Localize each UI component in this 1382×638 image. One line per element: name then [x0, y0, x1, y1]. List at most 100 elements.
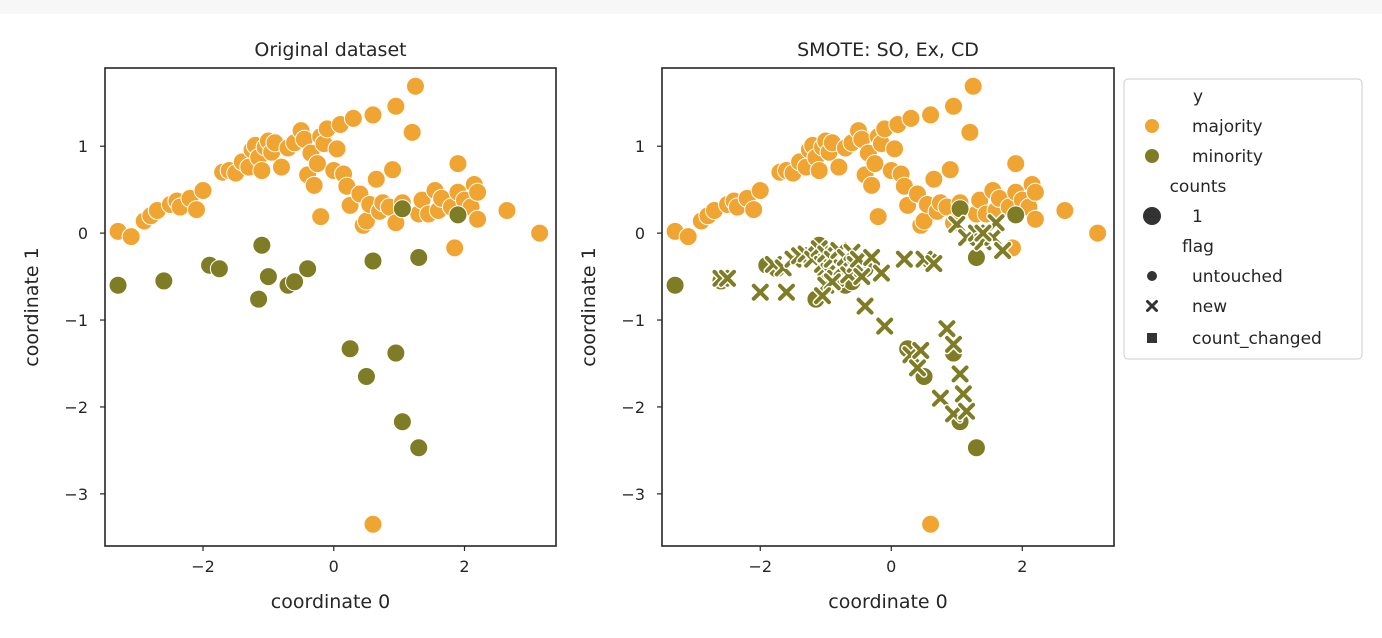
point-majority [944, 96, 964, 116]
point-minority-new [717, 268, 738, 289]
point-minority-new [894, 249, 915, 270]
point-majority [960, 122, 980, 142]
point-majority [193, 181, 213, 201]
legend-item: untouched [1147, 267, 1283, 287]
legend-box [1123, 78, 1363, 360]
x-tick-label: 2 [1017, 557, 1027, 576]
point-majority [1055, 201, 1075, 221]
window-top-strip [0, 0, 1382, 14]
data-points [665, 76, 1108, 534]
x-tick-label: −2 [748, 557, 772, 576]
point-majority [1025, 182, 1045, 202]
point-majority [363, 514, 383, 534]
point-minority [950, 199, 970, 219]
point-minority [392, 412, 412, 432]
point-minority-new [943, 334, 964, 355]
legend-marker [1147, 271, 1157, 281]
chart-title: Original dataset [254, 39, 406, 61]
point-majority [383, 160, 403, 180]
point-minority-new [923, 253, 944, 274]
point-majority [921, 105, 941, 125]
point-majority [497, 201, 517, 221]
point-minority [285, 272, 305, 292]
y-tick-label: −2 [621, 398, 645, 417]
point-minority-new [812, 285, 833, 306]
y-tick-label: −1 [621, 311, 645, 330]
subplot-2: SMOTE: SO, Ex, CD −2 0 2 1 0 −1 −2 −3 coordinate … [578, 39, 1115, 613]
x-tick-label: 2 [459, 557, 469, 576]
y-tick-label: −3 [64, 485, 88, 504]
point-majority [530, 223, 550, 243]
point-minority [298, 259, 318, 279]
point-majority [271, 157, 291, 177]
point-minority-new [851, 266, 872, 287]
point-majority [744, 200, 764, 220]
point-majority [885, 139, 905, 159]
point-minority-new [874, 316, 895, 337]
point-majority [405, 76, 425, 96]
point-majority [121, 227, 141, 247]
point-majority [940, 160, 960, 180]
point-majority [468, 209, 488, 229]
point-minority-new [776, 282, 797, 303]
point-majority [252, 161, 272, 181]
point-majority [924, 169, 944, 189]
y-tick-label: 1 [78, 137, 88, 156]
point-minority [966, 438, 986, 458]
point-majority [963, 76, 983, 96]
point-majority [1025, 209, 1045, 229]
legend-label: majority [1192, 117, 1263, 137]
point-minority [665, 275, 685, 295]
point-minority [249, 289, 269, 309]
point-majority [304, 175, 324, 195]
point-minority-new [992, 240, 1013, 261]
legend-header: counts [1170, 177, 1227, 197]
point-majority [445, 238, 465, 258]
point-minority [258, 267, 278, 287]
legend-label: count_changed [1192, 329, 1322, 349]
point-majority [1088, 223, 1108, 243]
x-tick-label: 0 [886, 557, 896, 576]
y-tick-label: 0 [78, 224, 88, 243]
point-minority-new [855, 296, 876, 317]
legend-label: minority [1192, 147, 1263, 167]
y-tick-label: 1 [635, 137, 645, 156]
point-minority-new [750, 282, 771, 303]
legend: y majority minority counts 1 flag untouched new… [1123, 78, 1363, 360]
x-axis-label: coordinate 0 [828, 591, 947, 613]
point-minority-new [936, 318, 957, 339]
point-majority [363, 105, 383, 125]
point-majority [187, 200, 207, 220]
point-majority [921, 514, 941, 534]
point-majority [829, 157, 849, 177]
chart-title: SMOTE: SO, Ex, CD [797, 39, 979, 61]
point-minority-new [973, 223, 993, 244]
point-majority [468, 182, 488, 202]
legend-marker [1147, 333, 1157, 343]
subplot-1: Original dataset −2 0 2 1 0 −1 −2 −3 coordinate 0… [21, 39, 557, 613]
point-minority-new [861, 247, 882, 268]
point-majority [868, 207, 888, 227]
point-minority-new [871, 263, 892, 284]
legend-label: 1 [1192, 207, 1203, 227]
point-majority [448, 154, 468, 174]
point-majority [402, 122, 422, 142]
point-majority [366, 169, 386, 189]
data-points [108, 76, 550, 534]
legend-item: count_changed [1147, 329, 1322, 349]
point-minority-new [930, 388, 951, 409]
point-minority-new [907, 357, 928, 378]
legend-header: y [1193, 87, 1203, 107]
y-tick-label: −3 [621, 485, 645, 504]
plot-frame [104, 67, 557, 547]
x-axis-label: coordinate 0 [271, 591, 390, 613]
legend-marker [1146, 300, 1158, 312]
point-majority [809, 161, 829, 181]
point-minority-new [956, 401, 977, 422]
point-majority [862, 175, 882, 195]
point-minority [252, 235, 272, 255]
point-majority [343, 108, 363, 128]
legend-item: 1 [1143, 207, 1203, 227]
point-minority [356, 367, 376, 387]
